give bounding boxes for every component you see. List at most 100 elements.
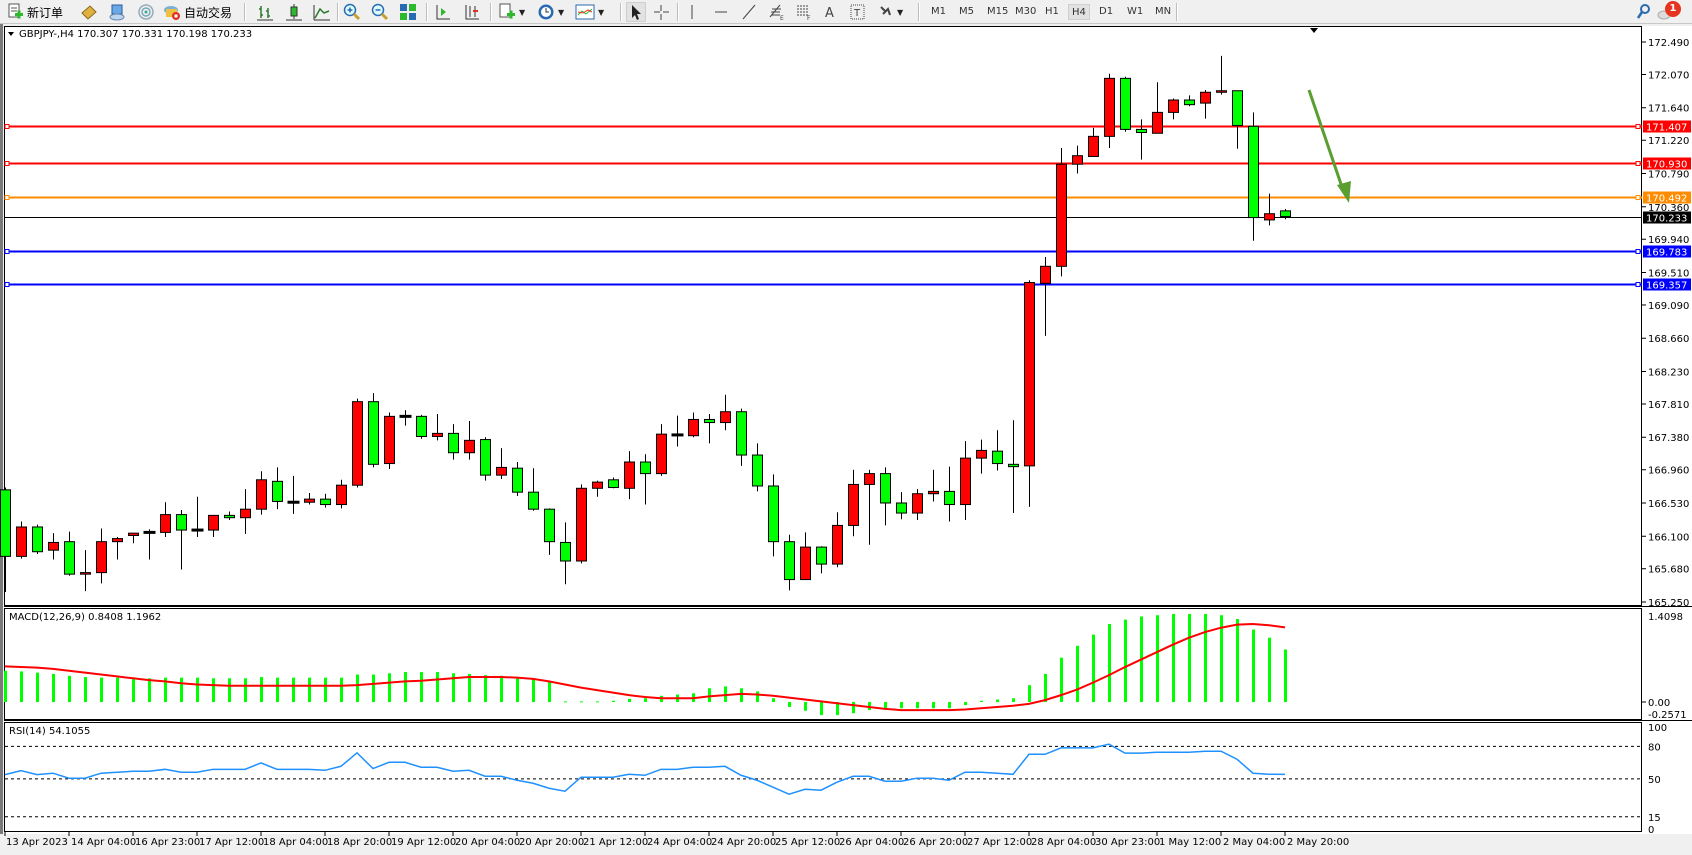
candle [896,492,907,520]
time-tick-label: 17 Apr 12:00 [199,837,264,848]
macd-histogram-bar [884,702,887,709]
candle [208,514,219,538]
candle-body [1120,77,1131,130]
candle [1152,82,1163,134]
macd-histogram-bar [532,679,535,702]
auto-trading-button[interactable]: 自动交易 [163,2,232,22]
price-chart[interactable]: 172.490 172.070 171.640 171.220 170.790 170.3… [0,24,1692,855]
chevron-down-icon: ▼ [519,7,526,17]
channel-button[interactable]: F [795,2,813,22]
candle-body [640,461,651,475]
auto-scroll-button[interactable] [434,2,452,22]
signals-button[interactable] [137,2,155,22]
candlestick-button[interactable] [285,2,303,22]
candle-body [399,414,412,418]
timeframe-m1[interactable]: M1 [931,6,946,17]
macd-histogram-bar [932,702,935,709]
candle-body [160,514,171,533]
market-watch-button[interactable] [108,2,126,22]
candle [704,414,715,444]
bid-price-label: 170.233 [1646,214,1687,225]
time-tick-label: 24 Apr 04:00 [647,837,712,848]
candle [16,521,27,559]
level-handle-right[interactable] [1635,282,1641,287]
crosshair-button[interactable] [652,2,670,22]
candle [336,479,347,509]
timeframe-m30[interactable]: M30 [1015,6,1037,17]
cursor-button[interactable] [626,2,646,22]
time-tick-label: 14 Apr 04:00 [71,837,136,848]
macd-histogram-bar [484,675,487,702]
timeframe-mn[interactable]: MN [1155,6,1172,17]
candle [287,475,300,514]
time-tick-label: 20 Apr 04:00 [455,837,520,848]
time-tick-label: 25 Apr 12:00 [775,837,840,848]
line-chart-button[interactable] [313,2,331,22]
fibonacci-button[interactable]: E [768,2,786,22]
macd-histogram-bar [580,701,583,703]
candle-body [671,433,684,437]
chart-menu-triangle-icon[interactable] [8,32,14,36]
candle-body [496,466,507,476]
search-button[interactable] [1636,2,1652,22]
candle [544,508,555,555]
text-button[interactable]: A [823,2,837,22]
candle [384,412,395,469]
time-tick-label: 30 Apr 23:00 [1095,837,1160,848]
level-handle-right[interactable] [1635,249,1641,254]
candle [1072,145,1083,174]
timeframe-m5[interactable]: M5 [959,6,974,17]
bar-chart-button[interactable] [256,2,274,22]
trendline-button[interactable] [741,2,757,22]
candle [448,424,459,460]
candle [0,487,11,592]
price-tick-label: 166.100 [1648,532,1689,543]
chart-shift-button[interactable] [463,2,481,22]
zoom-in-button[interactable] [343,2,361,22]
text-label-button[interactable]: T [850,2,866,22]
candle-body [1232,90,1243,127]
timeframe-w1[interactable]: W1 [1127,6,1144,17]
level-handle-left[interactable] [4,282,10,287]
vertical-line-icon [691,5,693,19]
level-handle-left[interactable] [4,195,10,200]
level-handle-left[interactable] [4,249,10,254]
candle-body [480,439,491,476]
arrows-button[interactable]: ▼ [878,2,903,22]
candle-body [576,487,587,562]
candle-body [256,479,267,510]
level-handle-right[interactable] [1635,195,1641,200]
timeframe-h4[interactable]: H4 [1068,4,1090,20]
level-handle-left[interactable] [4,161,10,166]
horizontal-line-button[interactable] [713,2,729,22]
timeframe-d1[interactable]: D1 [1099,6,1114,17]
templates-button[interactable]: ▼ [575,2,604,22]
level-handle-right[interactable] [1635,124,1641,129]
macd-histogram-bar [1172,613,1175,702]
zoom-out-button[interactable] [371,2,389,22]
macd-histogram-bar [612,700,615,702]
chart-header: GBPJPY-,H4 170.307 170.331 170.198 170.2… [19,29,252,40]
tile-windows-button[interactable] [399,2,417,22]
macd-histogram-bar [916,702,919,709]
macd-histogram-bar [116,677,119,702]
timeframe-m15[interactable]: M15 [987,6,1009,17]
candle-body [656,433,667,475]
vertical-line-button[interactable] [686,2,698,22]
indicators-button[interactable]: ▼ [498,2,525,22]
candle-body [224,514,235,519]
level-handle-left[interactable] [4,124,10,129]
candle-body [143,530,156,534]
macd-histogram-bar [372,674,375,702]
level-handle-right[interactable] [1635,161,1641,166]
timeframe-h1[interactable]: H1 [1045,6,1059,17]
candle [64,531,75,576]
chart-shift-marker-icon[interactable] [1310,28,1318,33]
periods-button[interactable]: ▼ [537,2,564,22]
rsi-tick-label: 80 [1648,742,1661,753]
new-order-button[interactable]: 新订单 [6,2,63,22]
zoom-out-icon [371,3,389,21]
candle [976,439,987,474]
macd-tick-label: -0.2571 [1648,710,1687,721]
metaeditor-button[interactable] [80,2,98,22]
